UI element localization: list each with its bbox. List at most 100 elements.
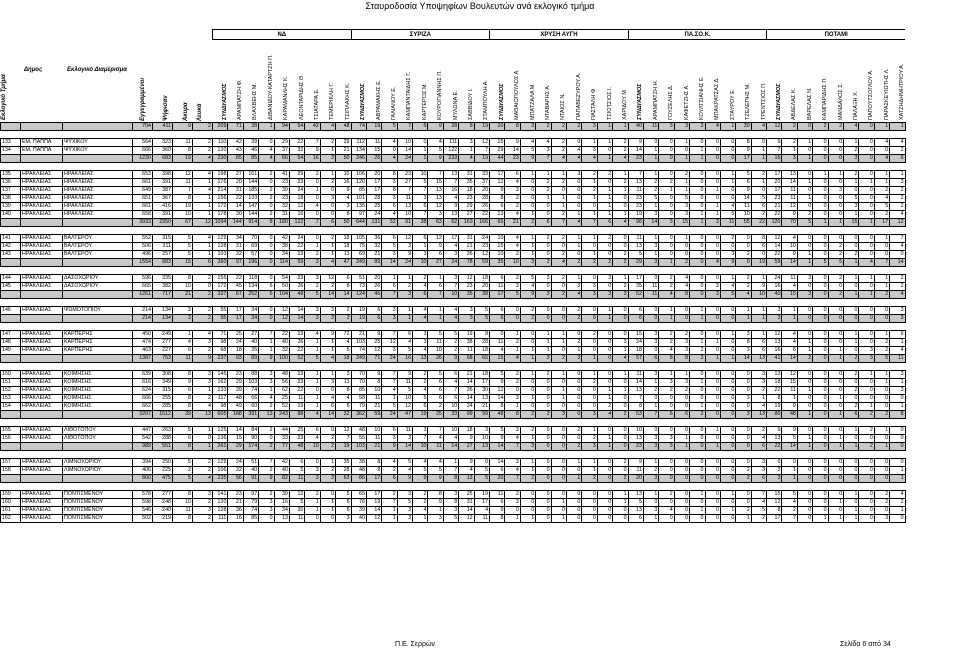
value-cell: 5 [381,402,398,411]
value-cell: 0 [873,506,891,515]
value-cell: 6 [427,394,444,403]
value-cell: 0 [812,474,829,483]
value-cell: 1 [565,274,583,283]
value-cell: 0 [642,426,660,435]
value-cell: 0 [812,442,829,451]
value-cell: 78 [458,258,475,267]
table-row: 158 ΗΡΑΚΛΕΙΑΣ ΛΙΜΝΟΧΩΡΙΟΥ 406 225 2 2 106 32 40 2 4… [0,466,906,475]
value-cell: 1 [781,146,798,155]
value-cell: 0 [381,146,398,155]
value-cell: 4 [889,210,906,219]
value-cell: 0 [535,250,552,259]
value-cell: 3 [335,514,352,523]
value-cell: 0 [673,458,691,467]
value-cell: 23 [288,378,306,387]
value-cell: 0 [673,514,691,523]
value-cell: 7 [627,394,644,403]
value-cell: 0 [550,434,567,443]
value-cell: 24 [381,410,398,419]
value-cell: 1 [658,186,675,195]
value-cell: 18 [766,378,783,387]
value-cell: 0 [858,394,875,403]
value-cell: 0 [873,250,891,259]
value-cell: 0 [704,306,721,315]
value-cell: 32 [381,218,398,227]
value-cell: 0 [565,330,583,339]
value-cell: 0 [565,466,583,475]
value-cell: 1 [889,338,906,347]
district-cell: ΗΡΑΚΛΕΙΑΣ [62,178,133,187]
value-cell: 5 [750,506,768,515]
district-cell [62,474,133,483]
municipality-cell: ΗΡΑΚΛΕΙΑΣ [20,306,63,315]
value-cell: 50 [273,282,290,291]
value-cell: 5 [442,514,460,523]
value-cell: 2 [827,250,845,259]
value-cell: 1 [319,346,337,355]
value-cell: 1 [843,490,860,499]
value-cell: 8 [658,354,675,363]
value-cell: 35 [458,290,475,299]
value-cell: 35 [458,178,475,187]
value-cell: 17 [442,234,460,243]
value-cell: 1 [596,194,614,203]
value-cell: 0 [689,202,706,211]
value-cell: 2 [504,274,521,283]
value-cell: 11 [288,514,306,523]
value-cell: 13 [288,370,306,379]
value-cell: 3 [258,370,275,379]
value-cell: 250 [152,458,173,467]
value-cell: 114 [273,258,290,267]
column-header: ΣΑΒΒΙΔΟΥ Ι. [458,40,474,122]
value-cell: 4 [442,242,460,251]
value-cell: 0 [827,306,845,315]
value-cell: 20 [227,178,244,187]
value-cell: 1 [889,402,906,411]
value-cell: 0 [812,290,829,299]
column-header: ΑΡΑΜΠΑΤΖΗ Φ. [227,40,243,122]
value-cell: 0 [550,346,567,355]
value-cell: 0 [519,202,537,211]
value-cell: 2 [612,178,629,187]
value-cell: 0 [735,498,752,507]
value-cell: 23 [627,194,644,203]
value-cell: 30 [227,210,244,219]
value-cell: 1 [704,354,721,363]
value-cell: 3 [172,314,193,323]
value-cell: 0 [843,458,860,467]
value-cell: 0 [796,170,814,179]
value-cell: 5 [412,466,429,475]
value-cell: 22 [227,194,244,203]
value-cell: 91 [242,474,260,483]
municipality-cell: ΗΡΑΚΛΕΙΑΣ [20,330,63,339]
value-cell: 1 [858,178,875,187]
value-cell: 0 [796,498,814,507]
value-cell: 3 [381,178,398,187]
value-cell: 11 [172,178,193,187]
value-cell: 13 [288,330,306,339]
value-cell: 564 [132,138,153,147]
value-cell: 1 [381,514,398,523]
value-cell: 0 [812,378,829,387]
value-cell: 3 [766,306,783,315]
value-cell: 10 [304,442,321,451]
value-cell: 0 [581,394,598,403]
value-cell: 5 [873,354,891,363]
value-cell: 3 [412,194,429,203]
value-cell: 233 [442,154,460,163]
value-cell: 2 [192,514,213,523]
value-cell: 25 [427,410,444,419]
value-cell: 2 [504,378,521,387]
value-cell: 0 [858,170,875,179]
value-cell: 0 [565,514,583,523]
value-cell: 5 [781,490,798,499]
municipality-cell: ΗΡΑΚΛΕΙΑΣ [20,498,63,507]
value-cell: 0 [858,122,875,131]
value-cell: 1 [781,306,798,315]
municipality-cell [20,442,63,451]
value-cell: 4 [519,138,537,147]
value-cell: 11 [642,282,660,291]
spacer-row [1,451,906,459]
value-cell: 1 [304,338,321,347]
value-cell: 3 [304,274,321,283]
